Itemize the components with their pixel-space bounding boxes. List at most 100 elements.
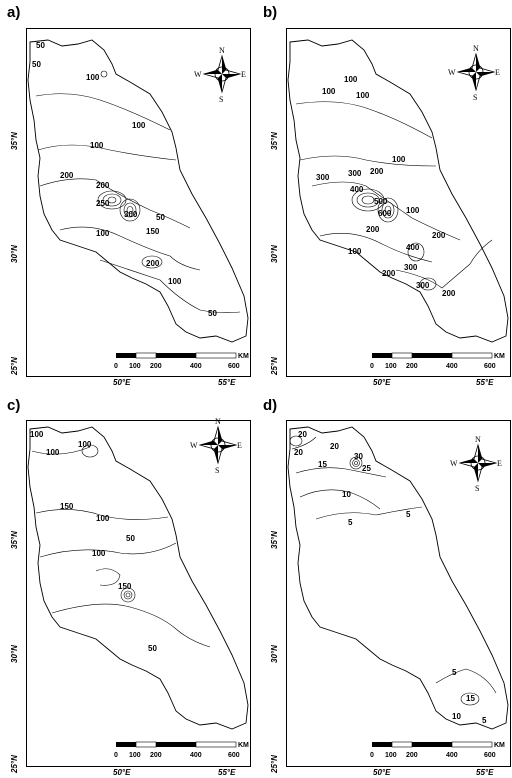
contour-label: 100 — [322, 87, 336, 96]
contour-label: 200 — [366, 225, 380, 234]
map-frame — [26, 28, 251, 377]
contour-label: 100 — [96, 229, 110, 238]
contour-label: 20 — [298, 430, 307, 439]
panel-d: d) 35°N 30°N 25°N 50°E 55°E 20 20 20 30 … — [256, 389, 512, 778]
contour-label: 100 — [344, 75, 358, 84]
contour-label: 50 — [126, 534, 135, 543]
contour-label: 200 — [442, 289, 456, 298]
region-outline — [287, 39, 509, 343]
compass-north: N — [473, 44, 479, 53]
scale-tick-label: 600 — [228, 752, 240, 759]
scale-tick-label: 100 — [385, 363, 397, 370]
contour-label: 100 — [86, 73, 100, 82]
scale-tick-label: 200 — [150, 363, 162, 370]
panel-letter: d) — [263, 397, 278, 414]
map-canvas: 100 100 100 100 300 300 200 400 500 600 … — [287, 39, 509, 370]
scale-tick-label: 0 — [114, 752, 118, 759]
contour-lines — [35, 70, 241, 313]
scale-tick-label: 200 — [406, 752, 418, 759]
scale-bar: KM 0 100 200 400 600 — [370, 352, 505, 370]
longitude-label: 50°E — [373, 378, 391, 387]
contour-label: 100 — [96, 514, 110, 523]
scale-tick-label: 400 — [446, 363, 458, 370]
contour-label-group: 20 20 20 30 25 15 10 5 5 5 15 10 5 — [294, 430, 487, 725]
scale-tick-label: 0 — [370, 752, 374, 759]
compass-west: W — [448, 68, 456, 77]
scale-unit: KM — [238, 353, 249, 360]
contour-label-group: 50 50 100 100 100 200 200 250 300 50 150… — [32, 41, 217, 318]
longitude-label: 55°E — [218, 768, 236, 777]
compass-rose: N S E W — [190, 417, 242, 475]
region-outline — [27, 426, 249, 730]
contour-label: 300 — [124, 210, 138, 219]
scale-tick-label: 600 — [484, 363, 496, 370]
contour-lines — [31, 444, 211, 648]
contour-label-group: 100 100 100 100 300 300 200 400 500 600 … — [316, 75, 456, 298]
region-outline — [27, 39, 249, 343]
panel-a: a) 35°N 30°N 25°N 50°E 55°E 50 50 100 — [0, 0, 256, 389]
contour-label: 100 — [348, 247, 362, 256]
compass-east: E — [241, 70, 246, 79]
contour-label: 100 — [92, 549, 106, 558]
contour-label: 150 — [118, 582, 132, 591]
contour-label: 5 — [452, 668, 457, 677]
scale-bar: KM 0 100 200 400 600 — [370, 741, 505, 759]
contour-label: 200 — [60, 171, 74, 180]
compass-north: N — [215, 417, 221, 426]
scale-tick-label: 100 — [385, 752, 397, 759]
contour-label: 400 — [406, 243, 420, 252]
contour-label: 5 — [406, 510, 411, 519]
compass-north: N — [475, 435, 481, 444]
contour-label: 50 — [208, 309, 217, 318]
panel-letter: c) — [7, 397, 21, 414]
contour-label: 100 — [78, 440, 92, 449]
compass-rose: N S E W — [194, 46, 246, 104]
contour-label: 300 — [316, 173, 330, 182]
compass-east: E — [237, 441, 242, 450]
compass-south: S — [219, 95, 223, 104]
contour-label: 400 — [350, 185, 364, 194]
contour-label: 500 — [374, 197, 388, 206]
contour-label: 200 — [382, 269, 396, 278]
region-outline — [287, 426, 509, 730]
contour-label: 150 — [60, 502, 74, 511]
contour-lines — [289, 435, 497, 706]
longitude-label: 50°E — [113, 768, 131, 777]
longitude-label: 50°E — [373, 768, 391, 777]
map-frame — [26, 420, 251, 767]
panel-letter: a) — [7, 4, 21, 21]
contour-label: 100 — [406, 206, 420, 215]
contour-label: 5 — [348, 518, 353, 527]
scale-tick-label: 200 — [150, 752, 162, 759]
contour-label: 5 — [482, 716, 487, 725]
contour-label: 50 — [32, 60, 41, 69]
contour-label: 100 — [168, 277, 182, 286]
compass-south: S — [473, 93, 477, 102]
panel-letter: b) — [263, 4, 278, 21]
longitude-label: 55°E — [476, 378, 494, 387]
contour-label: 100 — [132, 121, 146, 130]
map-frame — [286, 420, 511, 767]
contour-label: 50 — [156, 213, 165, 222]
contour-label: 100 — [356, 91, 370, 100]
contour-label: 100 — [392, 155, 406, 164]
scale-tick-label: 0 — [114, 363, 118, 370]
contour-label-group: 100 100 100 150 100 50 100 150 50 — [30, 430, 157, 653]
compass-north: N — [219, 46, 225, 55]
contour-label: 10 — [452, 712, 461, 721]
compass-west: W — [194, 70, 202, 79]
compass-west: W — [190, 441, 198, 450]
contour-label: 25 — [362, 464, 371, 473]
contour-label: 30 — [354, 452, 363, 461]
scale-tick-label: 200 — [406, 363, 418, 370]
contour-label: 200 — [370, 167, 384, 176]
scale-unit: KM — [494, 353, 505, 360]
contour-label: 300 — [404, 263, 418, 272]
compass-east: E — [495, 68, 500, 77]
contour-label: 20 — [294, 448, 303, 457]
compass-rose: N S E W — [448, 44, 500, 102]
compass-east: E — [497, 459, 502, 468]
contour-label: 50 — [36, 41, 45, 50]
scale-tick-label: 0 — [370, 363, 374, 370]
contour-label: 10 — [342, 490, 351, 499]
